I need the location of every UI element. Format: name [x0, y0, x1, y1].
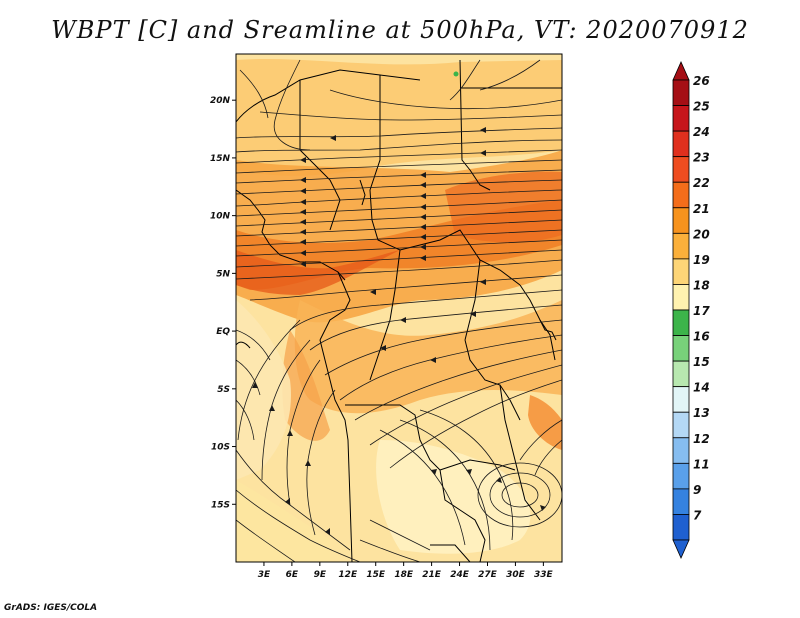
- colorbar-label: 11: [693, 457, 710, 471]
- latitude-axis: 20N 15N 10N 5N EQ 5S 10S 15S: [210, 96, 236, 510]
- lon-tick-label: 18E: [394, 570, 414, 580]
- lon-tick-label: 24E: [450, 570, 470, 580]
- lat-tick-label: 20N: [210, 96, 231, 106]
- streamline-arrows: [252, 127, 546, 535]
- colorbar-swatch: [672, 309, 690, 336]
- streamlines: [236, 59, 562, 562]
- colorbar-label: 20: [693, 227, 710, 241]
- colorbar-label: 22: [693, 176, 710, 190]
- colorbar-label: 21: [693, 202, 710, 216]
- lat-tick-label: 5S: [217, 385, 230, 395]
- colorbar-swatch: [672, 130, 690, 158]
- colorbar-label: 23: [693, 151, 710, 165]
- colorbar-label: 15: [693, 355, 710, 369]
- colorbar-label: 7: [693, 508, 702, 522]
- lat-tick-label: 10S: [211, 443, 230, 453]
- colorbar-label: 14: [693, 381, 710, 395]
- lon-tick-label: 12E: [338, 570, 358, 580]
- colorbar-swatch: [672, 462, 690, 490]
- colorbar-swatch: [672, 258, 690, 285]
- lon-tick-label: 3E: [258, 570, 271, 580]
- lat-tick-label: 15N: [210, 154, 231, 164]
- colorbar-swatch: [672, 360, 690, 388]
- lon-tick-label: 33E: [534, 570, 554, 580]
- colorbar-label: 26: [693, 74, 710, 88]
- colorbar-top-arrow: [672, 61, 690, 81]
- colorbar-swatch: [672, 232, 690, 260]
- colorbar-swatch: [672, 284, 690, 311]
- colorbar-label: 25: [693, 100, 710, 114]
- lat-tick-label: 5N: [216, 269, 230, 279]
- colorbar-swatch: [672, 488, 690, 515]
- chart-title: WBPT [C] and Sreamline at 500hPa, VT: 20…: [51, 16, 749, 44]
- credit-label: GrADS: IGES/COLA: [4, 603, 98, 613]
- colorbar-label: 13: [693, 406, 710, 420]
- map-panel: [236, 54, 562, 562]
- lat-tick-label: 10N: [210, 212, 231, 222]
- colorbar-swatch: [672, 335, 690, 362]
- colorbar-swatch: [672, 514, 690, 541]
- colorbar: 26 25 24 23 22 21 20 19 18 17 16 15 14 13 12 11 9 7: [672, 61, 710, 559]
- lon-tick-label: 6E: [286, 570, 299, 580]
- lat-tick-label: EQ: [216, 327, 230, 337]
- colorbar-label: 12: [693, 432, 710, 446]
- lon-tick-label: 27E: [478, 570, 498, 580]
- lat-tick-label: 15S: [211, 500, 230, 510]
- colorbar-swatch: [672, 79, 690, 106]
- colorbar-swatch: [672, 156, 690, 183]
- lon-tick-label: 30E: [506, 570, 526, 580]
- green-dot-marker: [453, 71, 459, 77]
- colorbar-swatch: [672, 181, 690, 209]
- colorbar-label: 17: [693, 304, 710, 318]
- colorbar-label: 24: [693, 125, 710, 139]
- colorbar-label: 9: [693, 483, 701, 497]
- colorbar-bottom-arrow: [672, 539, 690, 559]
- longitude-axis: 3E 6E 9E 12E 15E 18E 21E 24E 27E 30E 33E: [258, 562, 554, 580]
- colorbar-label: 18: [693, 278, 710, 292]
- lon-tick-label: 9E: [314, 570, 327, 580]
- colorbar-swatch: [672, 386, 690, 413]
- map-frame: [235, 53, 563, 563]
- colorbar-label: 16: [693, 330, 710, 344]
- colorbar-swatch: [672, 207, 690, 234]
- country-boundaries: [236, 59, 562, 562]
- lon-tick-label: 15E: [366, 570, 386, 580]
- colorbar-swatch: [672, 411, 690, 439]
- colorbar-swatch: [672, 437, 690, 464]
- colorbar-swatch: [672, 105, 690, 132]
- lon-tick-label: 21E: [422, 570, 442, 580]
- colorbar-label: 19: [693, 253, 710, 267]
